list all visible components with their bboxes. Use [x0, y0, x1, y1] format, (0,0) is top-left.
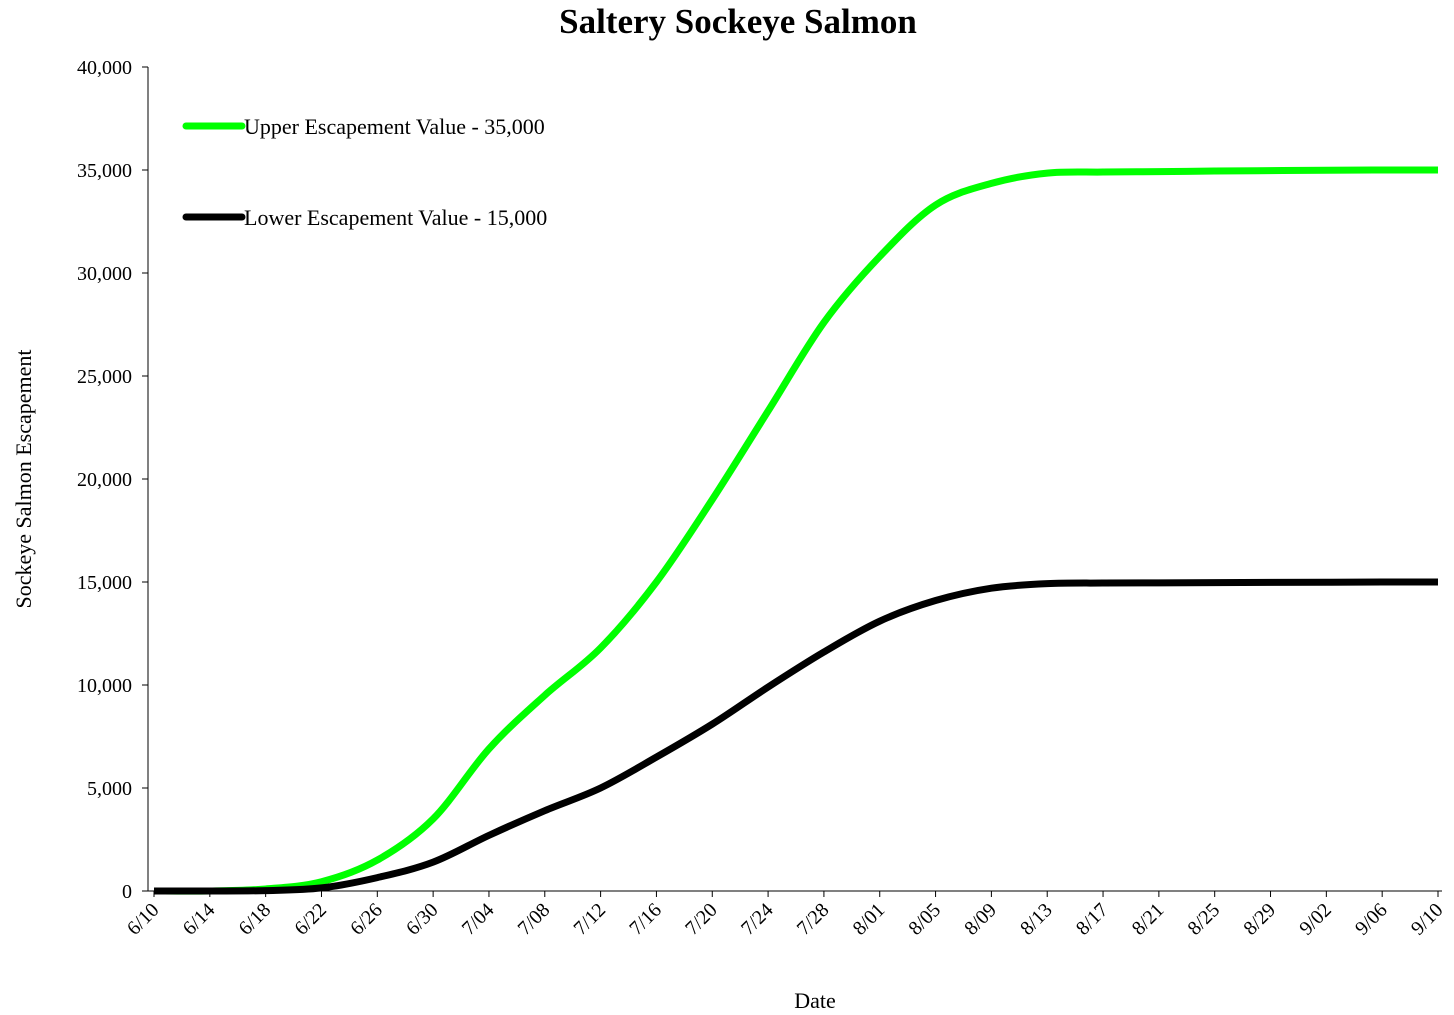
x-tick-label: 6/10 — [123, 899, 164, 940]
legend-label: Upper Escapement Value - 35,000 — [244, 114, 545, 139]
y-tick-label: 15,000 — [77, 572, 132, 594]
x-tick-label: 7/20 — [681, 899, 722, 940]
x-tick-label: 8/05 — [904, 899, 945, 940]
x-tick-label: 6/26 — [346, 899, 387, 940]
x-tick-label: 7/16 — [625, 899, 666, 940]
x-tick-label: 8/25 — [1184, 899, 1225, 940]
legend-label: Lower Escapement Value - 15,000 — [244, 205, 547, 230]
series-line — [153, 578, 1439, 895]
x-tick-label: 8/21 — [1128, 899, 1169, 940]
y-tick-label: 20,000 — [77, 469, 132, 491]
y-tick-label: 0 — [122, 881, 132, 903]
x-tick-label: 8/09 — [960, 899, 1001, 940]
x-tick-label: 6/14 — [179, 899, 220, 940]
y-tick-label: 5,000 — [87, 778, 132, 800]
y-tick-label: 30,000 — [77, 263, 132, 285]
x-tick-label: 8/17 — [1072, 899, 1113, 940]
x-tick-label: 7/24 — [737, 899, 778, 940]
x-axis-label: Date — [794, 988, 836, 1013]
x-tick-label: 8/29 — [1239, 899, 1280, 940]
x-tick-label: 6/30 — [402, 899, 443, 940]
x-tick-label: 7/12 — [569, 899, 610, 940]
x-tick-label: 9/06 — [1351, 899, 1392, 940]
series-line — [153, 166, 1439, 895]
x-tick-label: 9/02 — [1295, 899, 1336, 940]
x-tick-label: 7/08 — [514, 899, 555, 940]
x-tick-label: 6/22 — [290, 899, 331, 940]
x-tick-label: 9/10 — [1407, 899, 1448, 940]
y-tick-label: 40,000 — [77, 57, 132, 79]
x-tick-label: 7/28 — [793, 899, 834, 940]
y-tick-label: 35,000 — [77, 160, 132, 182]
x-tick-label: 6/18 — [234, 899, 275, 940]
x-tick-label: 8/13 — [1016, 899, 1057, 940]
y-tick-label: 10,000 — [77, 675, 132, 697]
x-tick-label: 8/01 — [849, 899, 890, 940]
y-tick-label: 25,000 — [77, 366, 132, 388]
y-axis-label: Sockeye Salmon Escapement — [11, 349, 36, 608]
x-tick-label: 7/04 — [458, 899, 499, 940]
chart-title: Saltery Sockeye Salmon — [559, 2, 917, 41]
